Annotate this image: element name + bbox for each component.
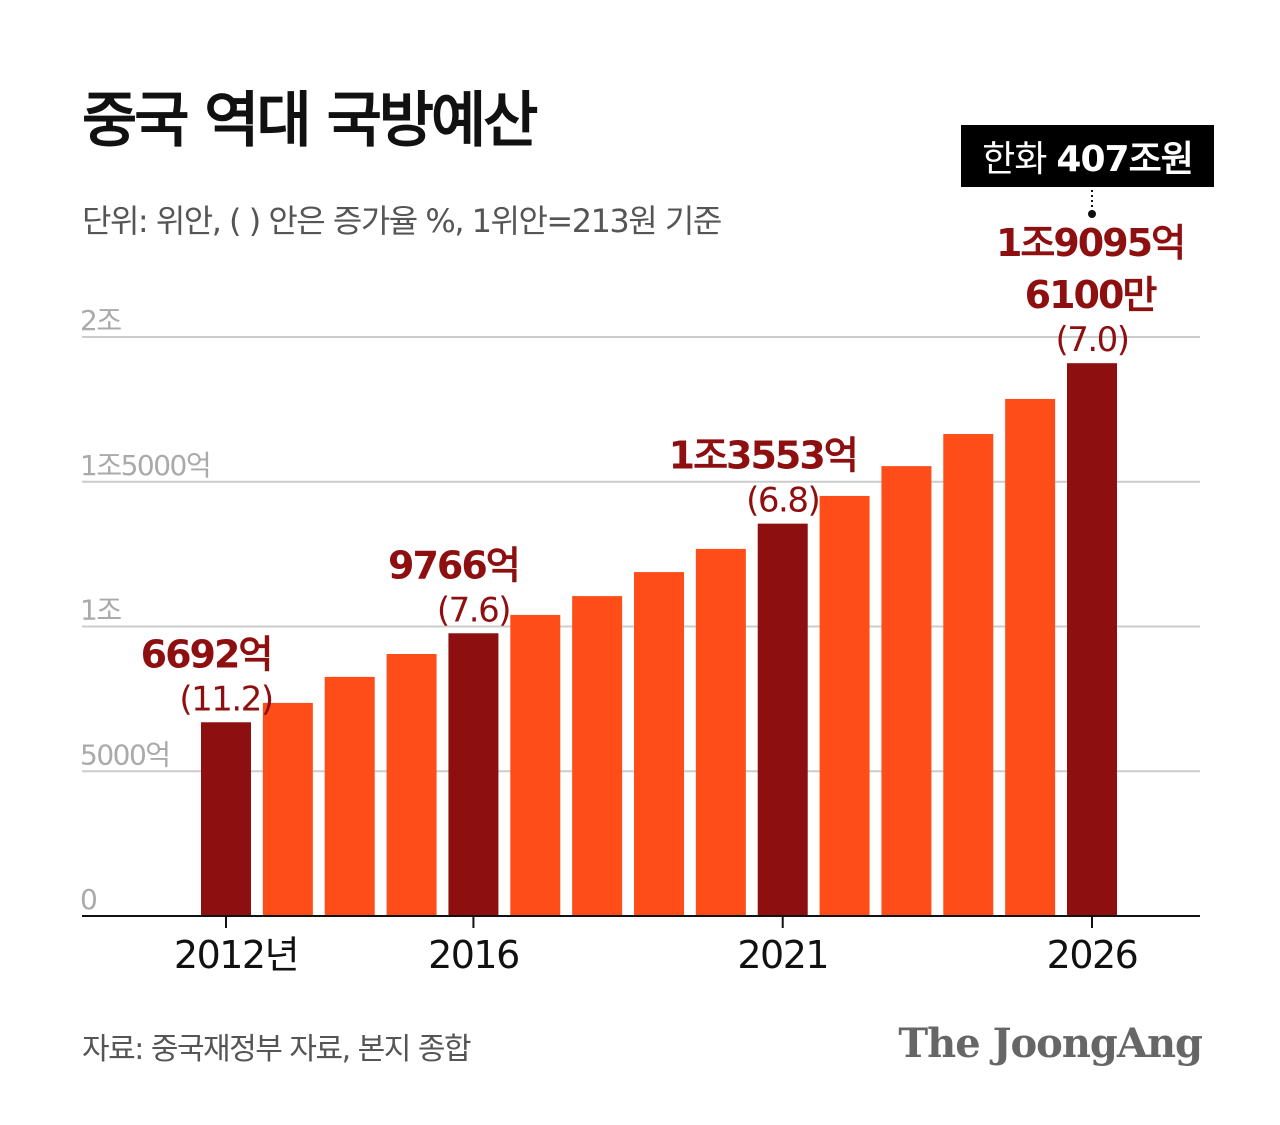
bar-2020 — [695, 548, 746, 916]
bar-2023 — [881, 466, 932, 916]
bar-2016 — [448, 633, 499, 916]
growth-label-2026: (7.0) — [1055, 320, 1128, 360]
chart-subtitle: 단위: 위안, ( ) 안은 증가율 %, 1위안=213원 기준 — [82, 202, 722, 240]
x-tick-label: 2021 — [737, 933, 828, 977]
growth-label-2016: (7.6) — [437, 590, 510, 630]
value-label-2012: 6692억 — [141, 632, 272, 676]
callout-value: 407조원 — [1056, 139, 1193, 180]
y-tick-label: 2조 — [80, 304, 121, 337]
bar-2021 — [757, 523, 808, 916]
chart-title: 중국 역대 국방예산 — [82, 86, 538, 156]
bar-2024 — [943, 433, 994, 916]
y-tick-label: 1조 — [80, 594, 121, 627]
callout-badge: 한화 407조원 — [961, 125, 1214, 187]
bar-2014 — [324, 676, 375, 916]
value-label-2016: 9766억 — [388, 543, 519, 587]
y-tick-label: 1조5000억 — [80, 449, 210, 482]
value-label-2026: 1조9095억 — [996, 221, 1184, 265]
bar-2022 — [819, 495, 870, 916]
publisher-logo: The JoongAng — [898, 1020, 1203, 1067]
x-tick-label: 2016 — [428, 933, 519, 977]
bar-2019 — [634, 572, 684, 916]
bar-2015 — [386, 654, 437, 916]
bar-2017 — [510, 614, 561, 916]
y-tick-label: 5000억 — [80, 738, 170, 771]
bar-2018 — [572, 596, 623, 916]
bar-2026 — [1067, 363, 1117, 916]
bar-2013 — [262, 702, 313, 916]
growth-label-2021: (6.8) — [746, 481, 819, 521]
callout-prefix: 한화 — [982, 139, 1047, 180]
x-tick-label: 2026 — [1047, 933, 1138, 977]
y-tick-label: 0 — [80, 883, 96, 916]
growth-label-2012: (11.2) — [179, 679, 272, 719]
value-label-2026: 6100만 — [1025, 273, 1158, 317]
source-note: 자료: 중국재정부 자료, 본지 종합 — [82, 1032, 472, 1067]
x-tick-label: 2012년 — [174, 933, 298, 977]
value-label-2021: 1조3553억 — [669, 434, 857, 478]
bar-2025 — [1005, 398, 1056, 916]
callout-dot — [1088, 210, 1096, 218]
bar-2012 — [201, 722, 251, 916]
